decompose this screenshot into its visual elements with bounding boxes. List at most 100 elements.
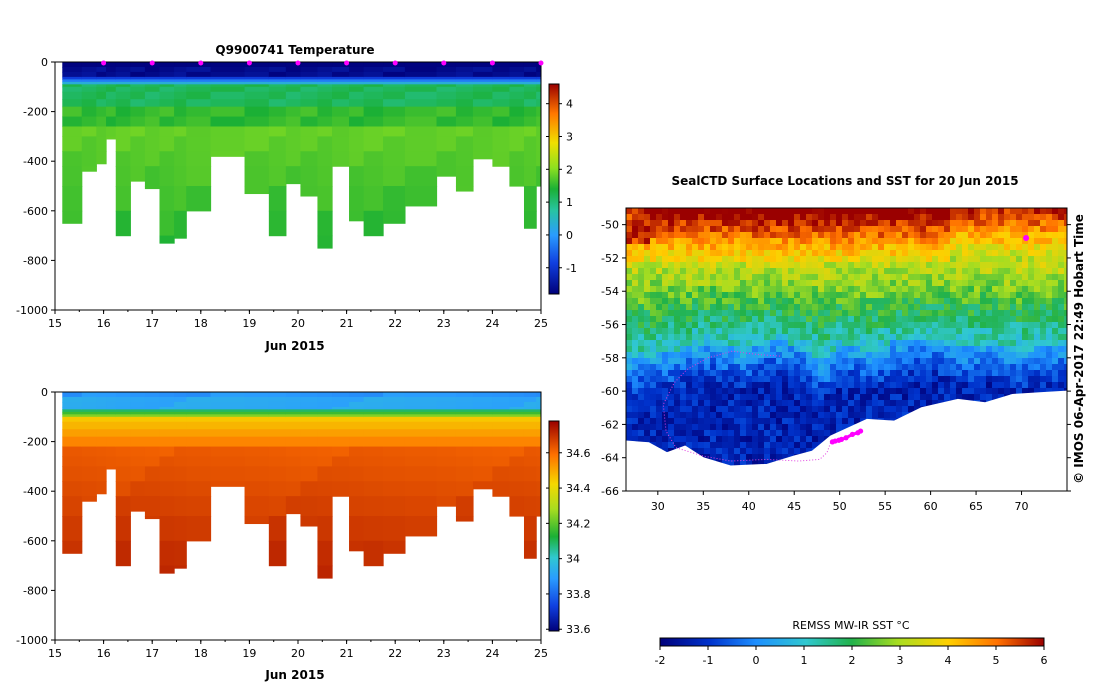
section-cast <box>159 392 175 574</box>
sea-ice-edge <box>626 390 1067 467</box>
map-x-tick-label: 70 <box>1015 500 1029 513</box>
surface-fix-marker <box>101 60 107 66</box>
section-cast <box>455 392 474 522</box>
x-tick-label: 15 <box>48 317 62 330</box>
section-cast <box>536 392 541 517</box>
surface-fix-marker <box>149 60 155 66</box>
section-cast <box>130 392 146 512</box>
section-cast <box>300 62 319 197</box>
sst-colorbar-tick-label: -2 <box>655 654 666 667</box>
x-tick-label: 17 <box>145 317 159 330</box>
section-cast <box>144 392 161 520</box>
section-cast <box>455 62 474 192</box>
x-tick-label: 15 <box>48 647 62 660</box>
colorbar-tick-label: 3 <box>566 131 573 144</box>
sst-colorbar-tick-label: 5 <box>993 654 1000 667</box>
x-tick-label: 18 <box>194 647 208 660</box>
section-cast <box>174 392 187 569</box>
sst-colorbar-tick-label: 6 <box>1041 654 1048 667</box>
x-tick-label: 23 <box>437 317 451 330</box>
map-y-tick-label: -64 <box>601 452 619 465</box>
colorbar-tick-label: 34.4 <box>566 482 591 495</box>
temperature-xlabel: Jun 2015 <box>264 339 324 353</box>
section-cast <box>106 392 117 470</box>
map-x-tick-label: 45 <box>787 500 801 513</box>
y-tick-label: -200 <box>23 106 48 119</box>
section-cast <box>332 62 350 167</box>
map-y-tick-label: -56 <box>601 319 619 332</box>
sst-colorbar-tick-label: 0 <box>753 654 760 667</box>
colorbar-tick-label: 34 <box>566 553 580 566</box>
map-x-tick-label: 55 <box>878 500 892 513</box>
colorbar-tick-label: 34.6 <box>566 447 591 460</box>
section-cast <box>186 392 212 542</box>
colorbar-tick-label: 33.8 <box>566 588 591 601</box>
sst-map <box>626 208 1067 491</box>
section-cast <box>159 62 175 244</box>
map-y-tick-label: -54 <box>601 285 619 298</box>
map-x-tick-label: 40 <box>742 500 756 513</box>
section-cast <box>144 62 161 190</box>
salinity-xlabel: Jun 2015 <box>264 668 324 682</box>
y-tick-label: -800 <box>23 254 48 267</box>
surface-fix-marker <box>538 60 544 66</box>
map-y-tick-label: -66 <box>601 485 619 498</box>
section-cast <box>62 392 83 554</box>
salinity-plot <box>62 392 541 579</box>
section-cast <box>363 392 384 567</box>
animal-track-path <box>662 350 832 462</box>
x-tick-label: 20 <box>291 647 305 660</box>
surface-fix-marker <box>246 60 252 66</box>
section-cast <box>404 62 438 207</box>
colorbar-tick-label: 1 <box>566 196 573 209</box>
section-cast <box>268 62 287 237</box>
sst-colorbar-tick-label: 1 <box>801 654 808 667</box>
colorbar-tick-label: 2 <box>566 163 573 176</box>
section-cast <box>130 62 146 182</box>
x-tick-label: 20 <box>291 317 305 330</box>
x-tick-label: 21 <box>340 647 354 660</box>
y-tick-label: -800 <box>23 584 48 597</box>
x-tick-label: 17 <box>145 647 159 660</box>
section-cast <box>210 392 246 487</box>
section-cast <box>349 62 365 222</box>
y-tick-label: -600 <box>23 205 48 218</box>
temperature-title: Q9900741 Temperature <box>215 43 374 57</box>
section-cast <box>285 62 302 185</box>
section-cast <box>436 392 457 507</box>
surface-fix-marker <box>295 60 301 66</box>
y-tick-label: -400 <box>23 485 48 498</box>
x-tick-label: 24 <box>485 317 499 330</box>
surface-fix-marker <box>344 60 350 66</box>
y-tick-label: -200 <box>23 436 48 449</box>
map-y-tick-label: -60 <box>601 385 619 398</box>
map-y-tick-label: -52 <box>601 252 619 265</box>
colorbar-tick-label: 34.2 <box>566 517 591 530</box>
section-cast <box>523 62 537 229</box>
x-tick-label: 24 <box>485 647 499 660</box>
surface-fix-marker <box>489 60 495 66</box>
sst-colorbar-tick-label: 4 <box>945 654 952 667</box>
section-cast <box>300 392 319 527</box>
section-cast <box>509 392 525 517</box>
section-cast <box>349 392 365 552</box>
map-y-tick-label: -50 <box>601 219 619 232</box>
section-cast <box>317 392 333 579</box>
section-cast <box>244 392 270 525</box>
section-cast <box>317 62 333 249</box>
section-cast <box>244 62 270 195</box>
map-x-tick-label: 50 <box>833 500 847 513</box>
map-x-tick-label: 65 <box>969 500 983 513</box>
track-point <box>849 431 856 437</box>
colorbar-tick-label: 0 <box>566 229 573 242</box>
surface-fix-marker <box>392 60 398 66</box>
y-tick-label: -1000 <box>16 634 48 647</box>
colorbar-tick-label: 33.6 <box>566 623 591 636</box>
temperature-colorbar <box>548 83 560 295</box>
section-cast <box>472 392 493 490</box>
section-cast <box>186 62 212 212</box>
section-cast <box>492 392 511 497</box>
section-cast <box>472 62 493 160</box>
x-tick-label: 16 <box>97 647 111 660</box>
